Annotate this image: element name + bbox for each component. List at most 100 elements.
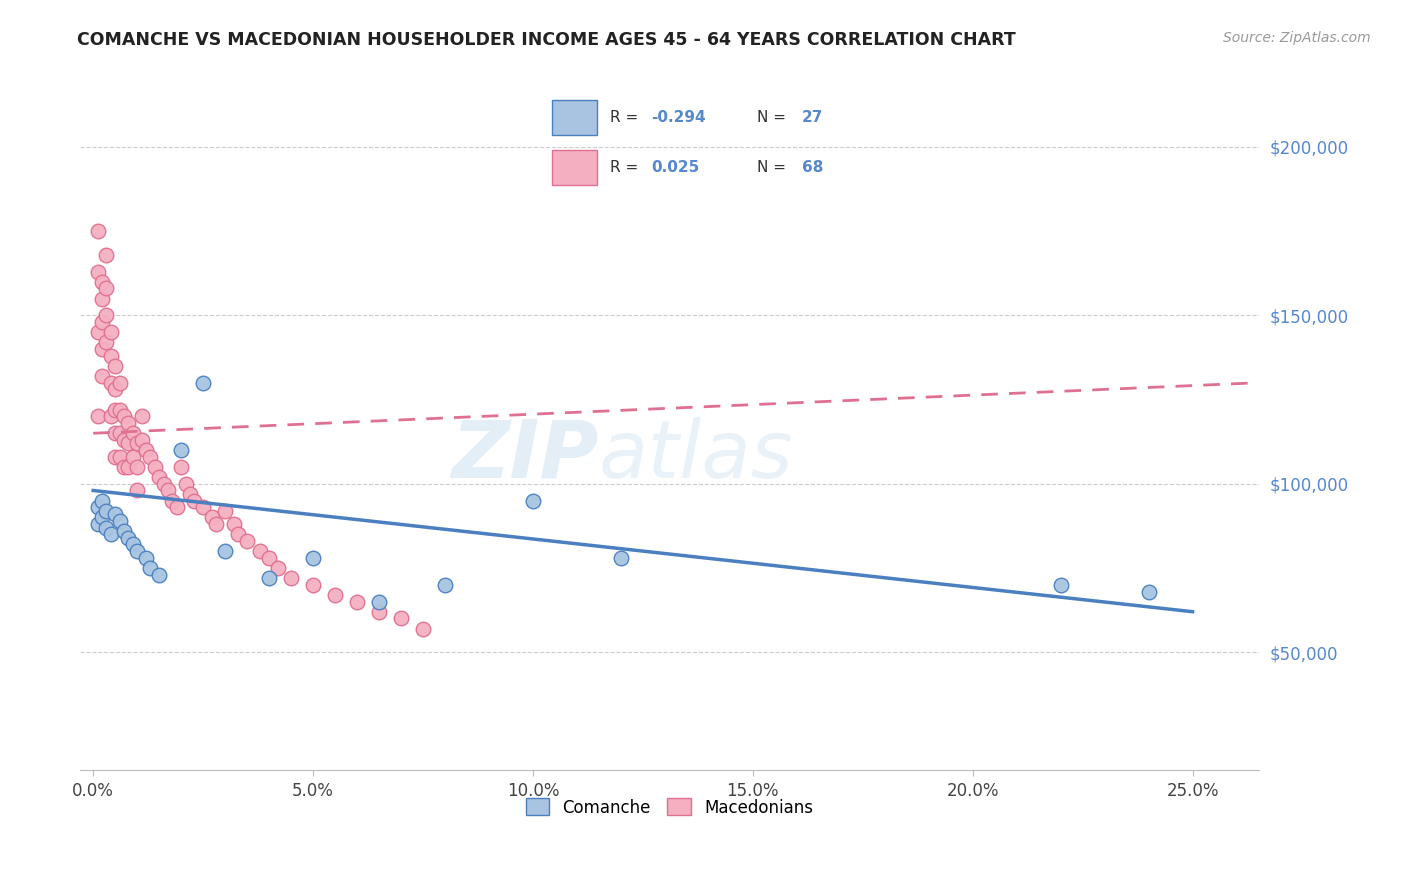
Point bbox=[131, 433, 153, 447]
Point bbox=[86, 500, 108, 515]
Point bbox=[257, 550, 280, 565]
Point bbox=[91, 315, 114, 329]
Point bbox=[1137, 584, 1160, 599]
Point bbox=[104, 383, 127, 397]
Point bbox=[100, 349, 122, 363]
Point bbox=[257, 571, 280, 585]
Point bbox=[152, 476, 174, 491]
Point bbox=[280, 571, 302, 585]
Point bbox=[302, 550, 325, 565]
Point bbox=[86, 224, 108, 238]
Point bbox=[302, 578, 325, 592]
Point bbox=[117, 459, 139, 474]
Point bbox=[127, 436, 149, 450]
Point bbox=[174, 476, 197, 491]
Point bbox=[222, 517, 245, 532]
Point bbox=[148, 567, 170, 582]
Point bbox=[522, 493, 544, 508]
Text: atlas: atlas bbox=[599, 417, 793, 494]
Point bbox=[86, 517, 108, 532]
Point bbox=[91, 292, 114, 306]
Point bbox=[108, 426, 131, 441]
Point bbox=[226, 527, 249, 541]
Point bbox=[121, 426, 143, 441]
Point bbox=[191, 500, 214, 515]
Point bbox=[91, 493, 114, 508]
Point bbox=[104, 450, 127, 464]
Point bbox=[127, 544, 149, 558]
Point bbox=[139, 450, 162, 464]
Point bbox=[389, 611, 412, 625]
Point bbox=[127, 483, 149, 498]
Point bbox=[96, 309, 118, 323]
Point bbox=[214, 504, 236, 518]
Legend: Comanche, Macedonians: Comanche, Macedonians bbox=[519, 792, 820, 823]
Point bbox=[104, 426, 127, 441]
Point bbox=[112, 433, 135, 447]
Point bbox=[117, 436, 139, 450]
Point bbox=[162, 493, 184, 508]
Point bbox=[86, 409, 108, 424]
Point bbox=[91, 510, 114, 524]
Point bbox=[156, 483, 179, 498]
Point bbox=[104, 359, 127, 373]
Point bbox=[100, 376, 122, 390]
Point bbox=[143, 459, 166, 474]
Text: Source: ZipAtlas.com: Source: ZipAtlas.com bbox=[1223, 31, 1371, 45]
Point bbox=[1049, 578, 1071, 592]
Point bbox=[135, 443, 157, 458]
Point bbox=[86, 264, 108, 278]
Point bbox=[121, 537, 143, 551]
Point bbox=[368, 594, 391, 608]
Point bbox=[127, 459, 149, 474]
Point bbox=[100, 325, 122, 339]
Point bbox=[104, 507, 127, 521]
Point bbox=[100, 527, 122, 541]
Point bbox=[112, 524, 135, 538]
Text: COMANCHE VS MACEDONIAN HOUSEHOLDER INCOME AGES 45 - 64 YEARS CORRELATION CHART: COMANCHE VS MACEDONIAN HOUSEHOLDER INCOM… bbox=[77, 31, 1017, 49]
Point bbox=[236, 533, 259, 548]
Point bbox=[86, 325, 108, 339]
Point bbox=[91, 275, 114, 289]
Point bbox=[170, 459, 193, 474]
Point bbox=[96, 281, 118, 295]
Point bbox=[368, 605, 391, 619]
Point bbox=[170, 443, 193, 458]
Point bbox=[205, 517, 228, 532]
Point bbox=[108, 514, 131, 528]
Point bbox=[108, 450, 131, 464]
Point bbox=[166, 500, 188, 515]
Point bbox=[117, 416, 139, 430]
Point bbox=[131, 409, 153, 424]
Point bbox=[267, 561, 290, 575]
Point bbox=[214, 544, 236, 558]
Point bbox=[412, 622, 434, 636]
Point bbox=[249, 544, 271, 558]
Point bbox=[112, 459, 135, 474]
Point bbox=[96, 520, 118, 534]
Point bbox=[108, 376, 131, 390]
Point bbox=[135, 550, 157, 565]
Point bbox=[96, 248, 118, 262]
Point bbox=[100, 409, 122, 424]
Point bbox=[112, 409, 135, 424]
Point bbox=[433, 578, 456, 592]
Point bbox=[201, 510, 224, 524]
Point bbox=[96, 335, 118, 350]
Point bbox=[323, 588, 346, 602]
Point bbox=[346, 594, 368, 608]
Point bbox=[117, 531, 139, 545]
Point bbox=[183, 493, 205, 508]
Point bbox=[108, 402, 131, 417]
Point bbox=[121, 450, 143, 464]
Point bbox=[148, 470, 170, 484]
Point bbox=[179, 487, 201, 501]
Text: ZIP: ZIP bbox=[451, 417, 599, 494]
Point bbox=[191, 376, 214, 390]
Point bbox=[91, 369, 114, 384]
Point bbox=[139, 561, 162, 575]
Point bbox=[104, 402, 127, 417]
Point bbox=[96, 504, 118, 518]
Point bbox=[91, 342, 114, 356]
Point bbox=[610, 550, 633, 565]
